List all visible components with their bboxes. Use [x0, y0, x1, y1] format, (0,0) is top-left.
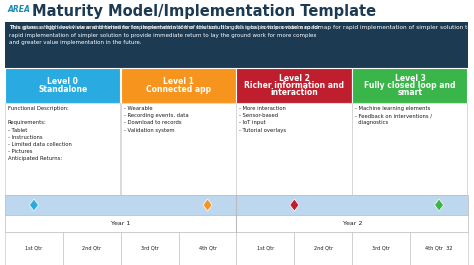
Bar	[121, 68, 236, 103]
Text: - Machine learning elements
- Feedback on interventions /
  diagnostics: - Machine learning elements - Feedback o…	[355, 106, 432, 125]
Text: interaction: interaction	[271, 88, 318, 97]
Bar	[237, 232, 294, 265]
Text: and greater value implementation in the future.: and greater value implementation in the …	[9, 40, 142, 45]
Text: 2nd Qtr: 2nd Qtr	[314, 246, 333, 251]
Text: Year 2: Year 2	[343, 221, 362, 226]
Bar	[294, 232, 352, 265]
Bar	[5, 232, 63, 265]
Text: Richer information and: Richer information and	[245, 81, 345, 90]
Text: Standalone: Standalone	[38, 85, 88, 94]
Text: Maturity Model/Implementation Template: Maturity Model/Implementation Template	[32, 4, 376, 19]
Text: Level 1: Level 1	[163, 77, 194, 86]
Text: 1st Qtr: 1st Qtr	[257, 246, 274, 251]
Polygon shape	[290, 199, 299, 211]
Bar	[179, 232, 237, 265]
Text: This gives a high level view and timeline for implementation of the solution. It: This gives a high level view and timelin…	[9, 25, 474, 30]
Text: AREA: AREA	[8, 5, 31, 14]
Text: 4th Qtr  32: 4th Qtr 32	[425, 246, 453, 251]
Bar	[63, 232, 121, 265]
Bar	[5, 103, 120, 195]
Text: 3rd Qtr: 3rd Qtr	[372, 246, 390, 251]
Bar	[5, 195, 468, 215]
Bar	[352, 232, 410, 265]
Text: Level 0: Level 0	[47, 77, 78, 86]
Bar	[237, 103, 352, 195]
Text: 3rd Qtr: 3rd Qtr	[141, 246, 159, 251]
Text: This gives a high level view and timeline for implementation of the solution. It: This gives a high level view and timelin…	[9, 25, 320, 30]
Text: Fully closed loop and: Fully closed loop and	[365, 81, 456, 90]
Polygon shape	[203, 199, 212, 211]
Text: - More interaction
- Sensor-based
- IoT input
- Tutorial overlays: - More interaction - Sensor-based - IoT …	[239, 106, 287, 132]
Text: 4th Qtr: 4th Qtr	[199, 246, 217, 251]
Text: Functional Description:

Requirements:
- Tablet
- Instructions
- Limited data co: Functional Description: Requirements: - …	[8, 106, 72, 161]
Text: 1st Qtr: 1st Qtr	[25, 246, 43, 251]
Text: Level 2: Level 2	[279, 74, 310, 83]
Polygon shape	[435, 199, 444, 211]
Text: Level 3: Level 3	[395, 74, 426, 83]
Polygon shape	[29, 199, 38, 211]
Bar	[5, 68, 120, 103]
Text: 2nd Qtr: 2nd Qtr	[82, 246, 101, 251]
Text: smart: smart	[398, 88, 423, 97]
Text: rapid implementation of simpler solution to provide immediate return to lay the : rapid implementation of simpler solution…	[9, 33, 317, 38]
Bar	[5, 22, 468, 68]
Text: - Wearable
- Recording events, data
- Download to records
- Validation system: - Wearable - Recording events, data - Do…	[124, 106, 188, 132]
Bar	[5, 215, 468, 232]
Bar	[352, 68, 467, 103]
Text: Connected app: Connected app	[146, 85, 211, 94]
Bar	[352, 103, 467, 195]
Text: Year 1: Year 1	[111, 221, 130, 226]
Bar	[121, 232, 179, 265]
Bar	[237, 68, 352, 103]
Bar	[121, 103, 236, 195]
Bar	[410, 232, 468, 265]
